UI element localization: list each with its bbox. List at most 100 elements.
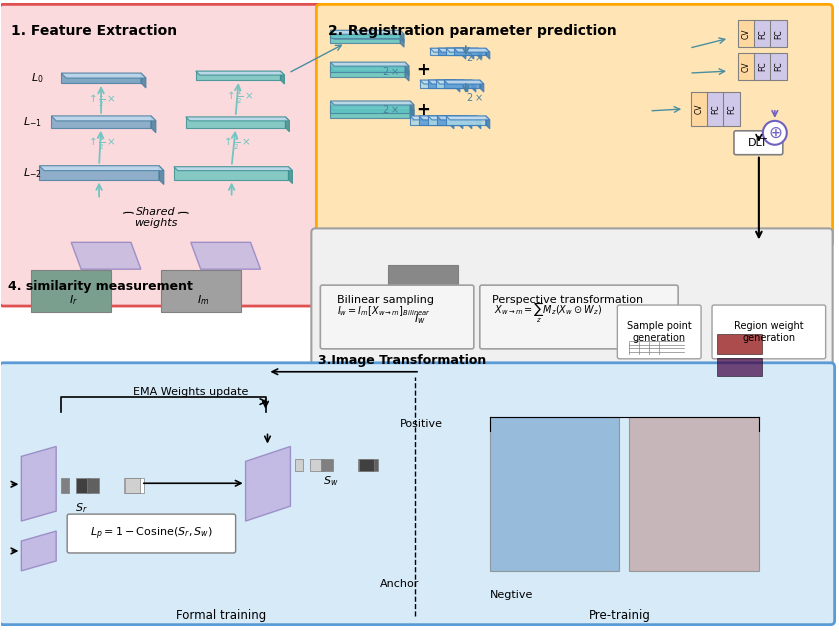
FancyBboxPatch shape <box>316 4 832 246</box>
Polygon shape <box>486 48 490 59</box>
Polygon shape <box>437 116 481 120</box>
Polygon shape <box>331 30 404 34</box>
Polygon shape <box>151 116 156 133</box>
FancyBboxPatch shape <box>185 117 285 128</box>
Polygon shape <box>472 80 476 92</box>
FancyBboxPatch shape <box>629 416 758 571</box>
FancyBboxPatch shape <box>707 92 724 126</box>
Text: FC: FC <box>758 62 767 71</box>
FancyBboxPatch shape <box>295 459 304 471</box>
Text: Anchor: Anchor <box>380 579 420 589</box>
FancyBboxPatch shape <box>331 35 400 43</box>
FancyBboxPatch shape <box>712 305 826 359</box>
Text: Shared
weights: Shared weights <box>134 207 178 228</box>
Polygon shape <box>477 116 481 129</box>
Text: CV: CV <box>695 104 704 114</box>
FancyBboxPatch shape <box>770 53 787 80</box>
Text: FC: FC <box>727 104 736 114</box>
Text: $I_m$: $I_m$ <box>196 293 209 307</box>
Text: Negtive: Negtive <box>490 590 533 600</box>
FancyBboxPatch shape <box>195 71 280 80</box>
Text: FC: FC <box>758 29 767 39</box>
Polygon shape <box>446 116 490 120</box>
Polygon shape <box>285 117 289 132</box>
Polygon shape <box>428 80 468 84</box>
FancyBboxPatch shape <box>388 265 458 310</box>
Polygon shape <box>174 167 293 171</box>
Polygon shape <box>456 80 460 92</box>
FancyBboxPatch shape <box>358 459 378 471</box>
FancyBboxPatch shape <box>331 30 400 38</box>
Polygon shape <box>444 80 484 84</box>
Polygon shape <box>450 116 454 129</box>
Text: $\uparrow\frac{1}{2}\times$: $\uparrow\frac{1}{2}\times$ <box>86 90 116 109</box>
Text: $I_w = I_m[X_{w \rightarrow m}]_{Bilinear}$: $I_w = I_m[X_{w \rightarrow m}]_{Bilinea… <box>337 304 431 318</box>
Polygon shape <box>400 35 404 47</box>
Text: 4. similarity measurement: 4. similarity measurement <box>8 280 193 293</box>
Text: $\oplus$: $\oplus$ <box>768 124 782 142</box>
Text: Region weight
generation: Region weight generation <box>734 321 804 343</box>
FancyBboxPatch shape <box>618 305 701 359</box>
Polygon shape <box>410 106 414 122</box>
Text: $L_p = 1 - \mathrm{Cosine}(S_r, S_w)$: $L_p = 1 - \mathrm{Cosine}(S_r, S_w)$ <box>90 525 213 542</box>
FancyBboxPatch shape <box>444 80 480 88</box>
Polygon shape <box>141 73 146 88</box>
Polygon shape <box>470 48 474 59</box>
FancyBboxPatch shape <box>410 116 450 125</box>
FancyBboxPatch shape <box>738 53 755 80</box>
FancyBboxPatch shape <box>174 167 289 179</box>
Polygon shape <box>454 48 490 52</box>
Polygon shape <box>430 48 466 52</box>
Circle shape <box>763 121 787 145</box>
FancyBboxPatch shape <box>331 67 405 77</box>
Text: $2\times$: $2\times$ <box>466 91 482 103</box>
Polygon shape <box>280 71 284 84</box>
Polygon shape <box>61 73 146 78</box>
Polygon shape <box>21 446 56 521</box>
FancyBboxPatch shape <box>61 478 69 493</box>
Polygon shape <box>480 80 484 92</box>
Polygon shape <box>71 242 141 269</box>
Polygon shape <box>486 116 490 129</box>
FancyBboxPatch shape <box>87 478 99 493</box>
FancyBboxPatch shape <box>76 478 90 493</box>
Text: FC: FC <box>774 29 783 39</box>
Polygon shape <box>477 48 482 59</box>
Text: $S_r$: $S_r$ <box>75 501 87 515</box>
FancyBboxPatch shape <box>454 48 486 55</box>
Text: Positive: Positive <box>400 418 443 428</box>
Polygon shape <box>246 446 290 521</box>
FancyBboxPatch shape <box>446 116 486 125</box>
Text: $L_0$: $L_0$ <box>31 71 44 85</box>
FancyBboxPatch shape <box>311 228 832 376</box>
Text: +: + <box>416 61 430 79</box>
Polygon shape <box>405 67 409 81</box>
Text: CV: CV <box>742 61 751 72</box>
Text: DLT: DLT <box>748 138 769 148</box>
Text: +: + <box>416 101 430 119</box>
Text: FC: FC <box>774 62 783 71</box>
FancyBboxPatch shape <box>717 334 762 354</box>
FancyBboxPatch shape <box>770 20 787 47</box>
Polygon shape <box>331 35 404 39</box>
Text: 2. Registration parameter prediction: 2. Registration parameter prediction <box>328 24 617 39</box>
Polygon shape <box>190 242 261 269</box>
Polygon shape <box>461 48 466 59</box>
FancyBboxPatch shape <box>691 92 708 126</box>
Text: 1. Feature Extraction: 1. Feature Extraction <box>12 24 178 39</box>
FancyBboxPatch shape <box>61 73 141 83</box>
Polygon shape <box>420 80 460 84</box>
Polygon shape <box>459 116 463 129</box>
Polygon shape <box>51 116 156 121</box>
FancyBboxPatch shape <box>717 358 762 376</box>
Text: $\uparrow\frac{1}{2}\times$: $\uparrow\frac{1}{2}\times$ <box>224 88 253 106</box>
FancyBboxPatch shape <box>310 459 325 471</box>
FancyBboxPatch shape <box>436 80 472 88</box>
Text: Pre-trainig: Pre-trainig <box>588 609 650 622</box>
FancyBboxPatch shape <box>331 62 405 72</box>
Text: Sample point
generation: Sample point generation <box>627 321 691 343</box>
Polygon shape <box>39 166 164 171</box>
Text: $X_{w \rightarrow m} = \sum_z M_z(X_w \odot W_z)$: $X_{w \rightarrow m} = \sum_z M_z(X_w \o… <box>494 301 602 325</box>
FancyBboxPatch shape <box>480 285 678 349</box>
FancyBboxPatch shape <box>754 20 771 47</box>
